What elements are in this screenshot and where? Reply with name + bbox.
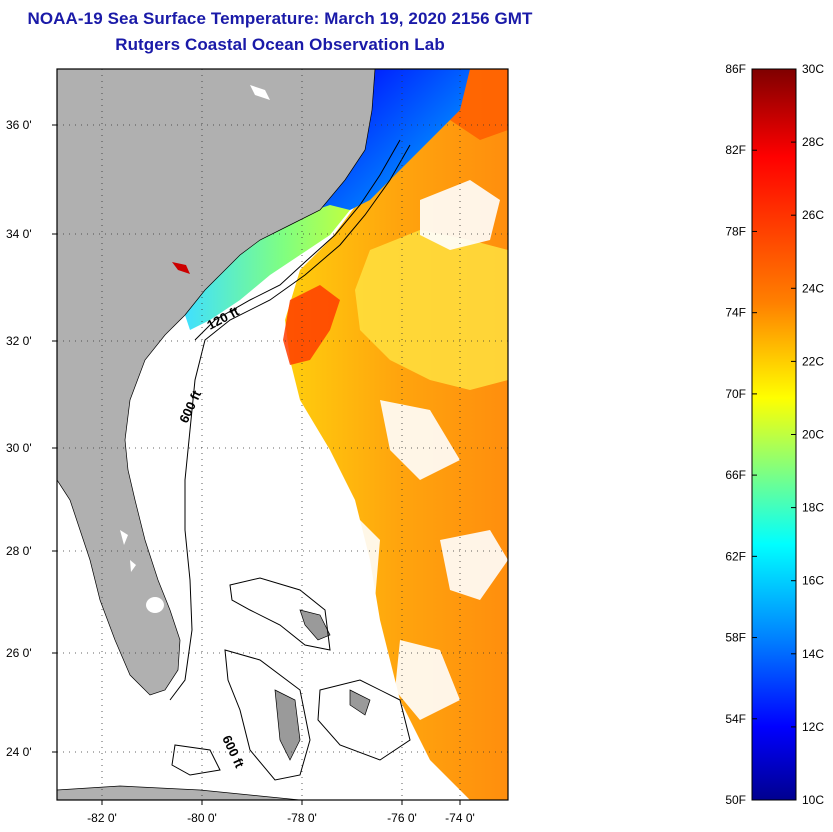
map-title: NOAA-19 Sea Surface Temperature: March 1… bbox=[27, 9, 533, 28]
lon-label-80: -80 0' bbox=[187, 811, 217, 825]
colorbar-fahrenheit-labels: 86F 82F 78F 74F 70F 66F 62F 58F 54F 50F bbox=[725, 62, 746, 807]
lat-label-32: 32 0' bbox=[6, 334, 32, 348]
colorbar-c-label: 16C bbox=[802, 574, 824, 588]
colorbar-f-label: 66F bbox=[725, 468, 746, 482]
colorbar-f-label: 82F bbox=[725, 143, 746, 157]
offshore-yellow-water bbox=[355, 230, 508, 390]
cloud-gaps bbox=[355, 180, 508, 720]
contour-600ft bbox=[169, 144, 411, 701]
lon-label-82: -82 0' bbox=[87, 811, 117, 825]
colorbar-f-label: 50F bbox=[725, 793, 746, 807]
colorbar-c-label: 26C bbox=[802, 208, 824, 222]
colorbar-f-label: 74F bbox=[725, 306, 746, 320]
contour-120ft bbox=[194, 139, 401, 341]
colorbar-c-label: 30C bbox=[802, 62, 824, 76]
lon-label-76: -76 0' bbox=[387, 811, 417, 825]
nearshore-cold-water bbox=[320, 69, 470, 215]
colorbar-f-label: 86F bbox=[725, 62, 746, 76]
colorbar-c-label: 24C bbox=[802, 281, 824, 295]
colorbar-c-label: 18C bbox=[802, 501, 824, 515]
land-bahamas bbox=[274, 609, 371, 761]
lake-okeechobee bbox=[146, 597, 164, 613]
colorbar-f-label: 62F bbox=[725, 549, 746, 563]
colorbar-c-label: 14C bbox=[802, 647, 824, 661]
colorbar-f-label: 78F bbox=[725, 224, 746, 238]
map-frame bbox=[56, 68, 509, 801]
gulf-stream-red bbox=[283, 285, 340, 365]
temperature-colorbar: 86F 82F 78F 74F 70F 66F 62F 58F 54F 50F 30C 28C 26C… bbox=[725, 62, 824, 807]
lat-label-34: 34 0' bbox=[6, 227, 32, 241]
colorbar-c-label: 20C bbox=[802, 428, 824, 442]
lat-label-24: 24 0' bbox=[6, 745, 32, 759]
lat-label-36: 36 0' bbox=[6, 118, 32, 132]
axis-ticks bbox=[52, 124, 461, 805]
contour-bahamas bbox=[171, 577, 411, 781]
colorbar-f-label: 58F bbox=[725, 631, 746, 645]
lat-label-30: 30 0' bbox=[6, 441, 32, 455]
lon-label-74: -74 0' bbox=[445, 811, 475, 825]
colorbar-c-label: 10C bbox=[802, 793, 824, 807]
lat-label-28: 28 0' bbox=[6, 544, 32, 558]
map-subtitle: Rutgers Coastal Ocean Observation Lab bbox=[115, 35, 445, 54]
lat-label-26: 26 0' bbox=[6, 646, 32, 660]
colorbar-f-label: 54F bbox=[725, 712, 746, 726]
land-cuba bbox=[57, 785, 301, 800]
land-us-mainland bbox=[57, 69, 376, 696]
colorbar-c-label: 12C bbox=[802, 720, 824, 734]
sst-map: 120 ft 600 ft 600 ft 36 0' 34 0' 32 0' 3… bbox=[6, 68, 509, 825]
shelf-water bbox=[185, 205, 350, 330]
colorbar-c-label: 22C bbox=[802, 354, 824, 368]
colorbar-celsius-labels: 30C 28C 26C 24C 22C 20C 18C 16C 14C 12C 10C bbox=[802, 62, 824, 807]
colorbar-c-label: 28C bbox=[802, 135, 824, 149]
colorbar-gradient bbox=[751, 68, 797, 801]
lon-label-78: -78 0' bbox=[287, 811, 317, 825]
colorbar-ticks bbox=[752, 68, 796, 801]
colorbar-f-label: 70F bbox=[725, 387, 746, 401]
inland-warm-lake bbox=[172, 262, 190, 274]
